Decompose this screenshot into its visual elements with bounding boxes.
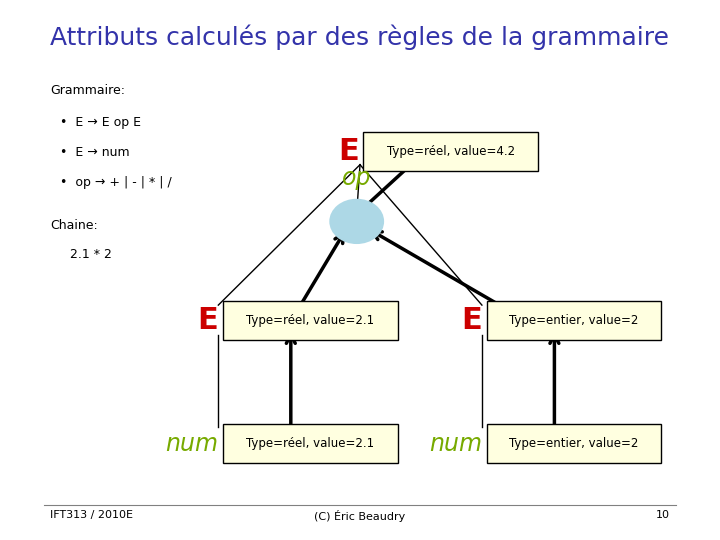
Text: •  E → E op E: • E → E op E [60,116,141,129]
Text: (C) Éric Beaudry: (C) Éric Beaudry [315,510,405,522]
Text: •  op → + | - | * | /: • op → + | - | * | / [60,176,172,188]
FancyBboxPatch shape [364,132,538,171]
Text: E: E [338,137,359,166]
Text: Type=réel, value=2.1: Type=réel, value=2.1 [246,314,374,327]
FancyBboxPatch shape [223,301,397,340]
Text: Type=entier, value=2: Type=entier, value=2 [509,437,639,450]
Text: Chaine:: Chaine: [50,219,98,232]
Text: Type=réel, value=2.1: Type=réel, value=2.1 [246,437,374,450]
Text: Type=réel, value=4.2: Type=réel, value=4.2 [387,145,515,158]
Text: 2.1 * 2: 2.1 * 2 [70,248,112,261]
Text: Grammaire:: Grammaire: [50,84,125,97]
Text: IFT313 / 2010E: IFT313 / 2010E [50,510,133,521]
Text: num: num [166,432,218,456]
Text: E: E [197,306,218,335]
Text: num: num [429,432,482,456]
Text: Type=entier, value=2: Type=entier, value=2 [509,314,639,327]
FancyBboxPatch shape [223,424,397,463]
Text: 10: 10 [656,510,670,521]
Text: Attributs calculés par des règles de la grammaire: Attributs calculés par des règles de la … [50,24,670,50]
Text: •  E → num: • E → num [60,146,130,159]
Text: E: E [462,306,482,335]
Circle shape [330,200,383,243]
FancyBboxPatch shape [487,301,661,340]
FancyBboxPatch shape [487,424,661,463]
Text: op: op [342,166,372,190]
